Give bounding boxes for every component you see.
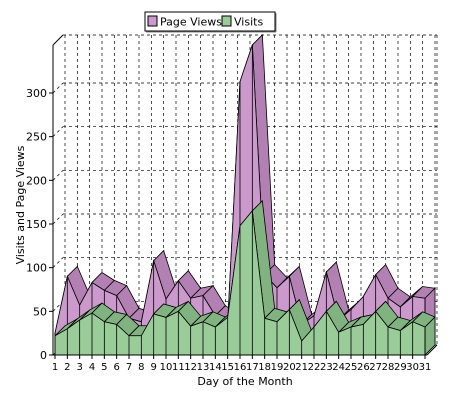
x-tick-label: 20	[283, 362, 296, 373]
x-tick-label: 7	[126, 362, 132, 373]
axes	[49, 34, 438, 359]
series-page-views	[54, 34, 436, 356]
x-axis-title: Day of the Month	[197, 375, 292, 388]
legend-label-page-views: Page Views	[160, 16, 222, 29]
axis-depth-right	[426, 344, 438, 356]
x-tick-label: 1	[52, 362, 58, 373]
y-tick-label: 50	[33, 305, 47, 318]
x-tick-label: 22	[308, 362, 321, 373]
x-tick-label: 3	[76, 362, 82, 373]
legend-swatch-page-views	[147, 15, 158, 27]
x-tick-label: 25	[345, 362, 358, 373]
x-tick-label: 29	[394, 362, 407, 373]
y-tick-labels: 0 50 100 150 200 250 300	[26, 87, 47, 362]
legend-label-visits: Visits	[234, 16, 263, 29]
x-tick-label: 31	[419, 362, 432, 373]
x-tick-label: 30	[406, 362, 419, 373]
x-tick-label: 2	[64, 362, 70, 373]
grid-line-side	[52, 257, 64, 268]
x-tick-label: 11	[172, 362, 185, 373]
x-tick-label: 24	[332, 362, 345, 373]
series-areas	[54, 34, 436, 356]
grid-line-side	[52, 301, 64, 312]
x-tick-label: 5	[101, 362, 107, 373]
x-tick-label: 14	[209, 362, 222, 373]
x-tick-label: 9	[150, 362, 156, 373]
grid-line-side	[52, 126, 64, 137]
axis-depth-left	[52, 34, 64, 46]
y-tick-label: 250	[26, 131, 47, 144]
x-tick-label: 10	[160, 362, 173, 373]
x-tick-label: 16	[234, 362, 247, 373]
grid-line-side	[52, 170, 64, 181]
y-tick-label: 300	[26, 87, 47, 100]
y-tick-label: 100	[26, 262, 47, 275]
y-tick-label: 150	[26, 218, 47, 231]
x-tick-label: 17	[246, 362, 259, 373]
x-tick-label: 12	[184, 362, 197, 373]
legend: Page Views Visits	[144, 11, 277, 33]
legend-swatch-visits	[221, 15, 232, 27]
x-tick-label: 21	[295, 362, 308, 373]
x-tick-labels: 1 2 3 4 5 6 7 8 9 10 11 12 13 14 15 16 17 18 19 20 21 22 23 24 2…	[52, 362, 432, 373]
x-tick-label: 23	[320, 362, 333, 373]
x-tick-label: 13	[197, 362, 210, 373]
y-tick-label: 0	[40, 349, 47, 362]
x-tick-label: 27	[369, 362, 382, 373]
x-tick-label: 4	[89, 362, 95, 373]
series-visits	[54, 200, 436, 356]
x-tick-label: 6	[113, 362, 119, 373]
x-tick-label: 28	[382, 362, 395, 373]
x-tick-label: 15	[221, 362, 234, 373]
x-tick-label: 8	[138, 362, 144, 373]
grid-line-side	[52, 82, 64, 94]
x-tick-label: 18	[258, 362, 271, 373]
y-axis-title: Visits and Page Views	[14, 145, 27, 264]
x-tick-label: 19	[271, 362, 284, 373]
grid-line-side	[52, 213, 64, 225]
y-tick-label: 200	[26, 174, 47, 187]
x-tick-label: 26	[357, 362, 370, 373]
legend-frame	[144, 11, 276, 32]
